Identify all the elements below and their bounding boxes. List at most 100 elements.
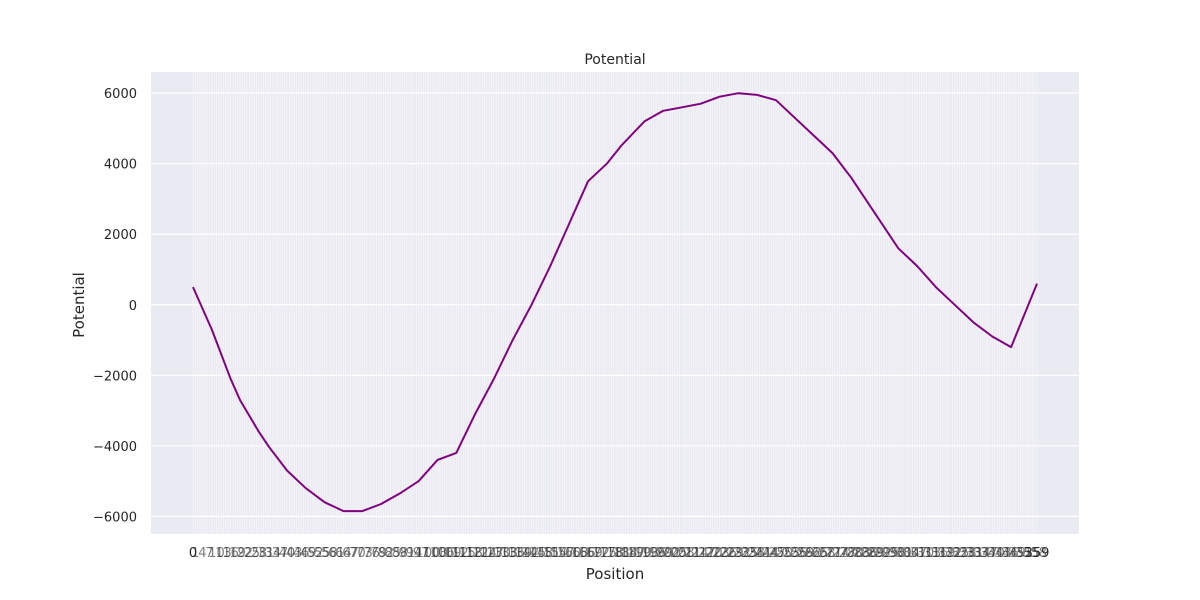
x-tick-label: 13 [215,546,232,561]
x-tick-label: 136 [500,546,525,561]
x-tick-label: 268 [811,546,836,561]
x-tick-label: 298 [881,546,906,561]
x-tick-label: 241 [747,546,772,561]
x-tick-label: 250 [768,546,793,561]
x-tick-label: 223 [705,546,730,561]
x-tick-label: 10 [208,546,225,561]
y-tick-label: −4000 [93,440,137,455]
x-tick-label: 247 [761,546,786,561]
x-tick-label: 76 [363,546,380,561]
x-tick-label: 121 [465,546,490,561]
x-gridlines [192,72,1038,534]
y-axis-label: Potential [70,272,88,338]
x-tick-label: 97 [413,546,430,561]
x-tick-label: 289 [860,546,885,561]
x-tick-label: 217 [691,546,716,561]
x-tick-label: 277 [832,546,857,561]
x-tick-label: 199 [648,546,673,561]
x-tick-label: 346 [994,546,1019,561]
x-tick-label: 340 [980,546,1005,561]
x-tick-label: 214 [684,546,709,561]
x-tick-label: 316 [923,546,948,561]
y-tick-label: −6000 [93,510,137,525]
x-tick-label: 196 [641,546,666,561]
x-tick-label: 124 [472,546,497,561]
x-tick-label: 283 [846,546,871,561]
x-tick-label: 70 [349,546,366,561]
x-tick-label: 160 [557,546,582,561]
x-tick-label: 331 [959,546,984,561]
x-tick-label: 355 [1015,546,1040,561]
x-tick-label: 253 [775,546,800,561]
x-tick-label: 22 [236,546,253,561]
x-tick-label: 238 [740,546,765,561]
x-tick-label: 274 [825,546,850,561]
x-tick-label: 94 [406,546,423,561]
x-tick-label: 52 [307,546,324,561]
x-tick-label: 325 [945,546,970,561]
x-tick-label: 139 [507,546,532,561]
x-tick-label: 127 [479,546,504,561]
x-tick-label: 67 [342,546,359,561]
x-tick-label: 7 [205,546,213,561]
x-tick-label: 232 [726,546,751,561]
y-tick-label: 0 [129,299,137,314]
y-tick-label: −2000 [93,369,137,384]
x-tick-label: 313 [916,546,941,561]
x-tick-label: 280 [839,546,864,561]
x-tick-labels: 1471013161922252831343740434649525558616… [189,546,1050,561]
x-tick-label: 202 [655,546,680,561]
x-tick-label: 118 [458,546,483,561]
x-tick-label: 334 [966,546,991,561]
x-tick-label-last: 359 [1025,546,1050,561]
x-tick-label: 64 [335,546,352,561]
x-tick-label-first: 0 [189,546,197,561]
series-line-potential [192,92,1038,513]
x-tick-label: 166 [571,546,596,561]
x-tick-label: 352 [1008,546,1033,561]
x-tick-label: 343 [987,546,1012,561]
x-tick-label: 322 [938,546,963,561]
x-tick-label: 19 [229,546,246,561]
y-tick-label: 6000 [104,87,137,102]
x-tick-label: 31 [258,546,275,561]
x-tick-label: 40 [279,546,296,561]
x-tick-label: 148 [529,546,554,561]
x-tick-label: 358 [1022,546,1047,561]
x-tick-label: 193 [634,546,659,561]
x-tick-label: 61 [328,546,345,561]
x-tick-label: 286 [853,546,878,561]
x-tick-label: 220 [698,546,723,561]
x-tick-label: 181 [606,546,631,561]
x-tick-label: 304 [895,546,920,561]
x-tick-label: 244 [754,546,779,561]
x-tick-label: 157 [550,546,575,561]
y-tick-label: 4000 [104,158,137,173]
x-tick-label: 271 [818,546,843,561]
x-tick-label: 235 [733,546,758,561]
x-tick-label: 73 [356,546,373,561]
x-tick-label: 1 [191,546,199,561]
x-tick-label: 91 [399,546,416,561]
x-tick-label: 112 [444,546,469,561]
x-tick-label: 133 [493,546,518,561]
x-tick-label: 292 [867,546,892,561]
x-tick-label: 256 [782,546,807,561]
x-tick-label: 151 [536,546,561,561]
y-tick-label: 2000 [104,228,137,243]
x-tick-label: 172 [585,546,610,561]
x-tick-label: 265 [804,546,829,561]
x-tick-label: 154 [543,546,568,561]
x-tick-label: 175 [592,546,617,561]
plot-background [151,72,1079,534]
x-tick-label: 226 [712,546,737,561]
x-tick-label: 115 [451,546,476,561]
x-tick-label: 328 [952,546,977,561]
x-tick-label: 43 [286,546,303,561]
x-tick-label: 178 [599,546,624,561]
x-tick-label: 190 [627,546,652,561]
y-gridlines [151,92,1079,517]
x-tick-label: 337 [973,546,998,561]
x-tick-label: 100 [416,546,441,561]
